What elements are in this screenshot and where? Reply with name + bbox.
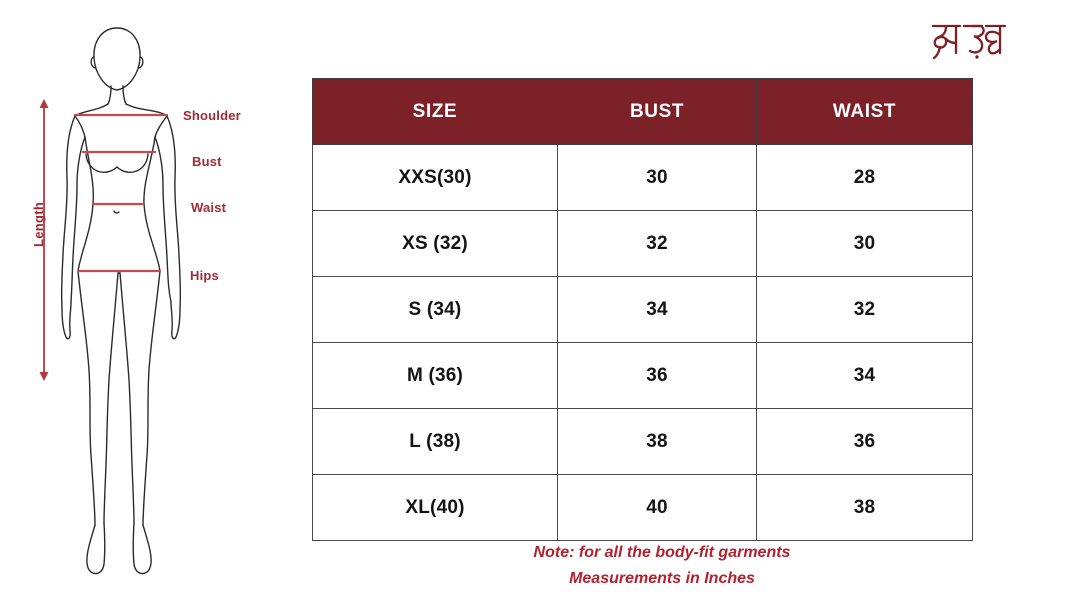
waist-cell: 36 [756, 408, 973, 475]
header-size: SIZE [312, 78, 558, 145]
measurement-lines [73, 113, 169, 273]
bust-label: Bust [192, 154, 222, 169]
size-cell: L (38) [312, 408, 558, 475]
size-cell: XS (32) [312, 210, 558, 277]
bust-cell: 36 [557, 342, 757, 409]
body-figure-illustration [39, 27, 182, 575]
waist-cell: 30 [756, 210, 973, 277]
body-outline [60, 27, 182, 575]
length-arrow [39, 99, 49, 381]
bust-cell: 30 [557, 144, 757, 211]
table-row: L (38) 38 36 [312, 408, 973, 475]
note-line-1: Note: for all the body-fit garments [533, 544, 791, 561]
shoulder-label: Shoulder [183, 108, 241, 123]
header-bust: BUST [557, 78, 757, 145]
note-line-2: Measurements in Inches [569, 570, 755, 587]
table-row: M (36) 36 34 [312, 342, 973, 409]
size-table-container: SIZE BUST WAIST XXS(30) 30 28 XS (32) 32… [312, 78, 973, 541]
size-chart-table: SIZE BUST WAIST XXS(30) 30 28 XS (32) 32… [312, 78, 973, 541]
size-cell: XL(40) [312, 474, 558, 541]
waist-cell: 34 [756, 342, 973, 409]
header-waist: WAIST [756, 78, 973, 145]
size-cell: M (36) [312, 342, 558, 409]
table-row: S (34) 34 32 [312, 276, 973, 343]
bust-cell: 40 [557, 474, 757, 541]
waist-cell: 38 [756, 474, 973, 541]
table-row: XXS(30) 30 28 [312, 144, 973, 211]
waist-cell: 28 [756, 144, 973, 211]
bust-cell: 32 [557, 210, 757, 277]
brand-logo-icon [931, 24, 1007, 60]
table-row: XL(40) 40 38 [312, 474, 973, 541]
size-cell: XXS(30) [312, 144, 558, 211]
bust-cell: 34 [557, 276, 757, 343]
note-text: Note: for all the body-fit garments Meas… [312, 540, 1012, 592]
bust-cell: 38 [557, 408, 757, 475]
length-label: Length [31, 201, 46, 247]
hips-label: Hips [190, 268, 219, 283]
size-cell: S (34) [312, 276, 558, 343]
waist-cell: 32 [756, 276, 973, 343]
table-row: XS (32) 32 30 [312, 210, 973, 277]
table-header-row: SIZE BUST WAIST [312, 78, 973, 145]
waist-label: Waist [191, 200, 227, 215]
